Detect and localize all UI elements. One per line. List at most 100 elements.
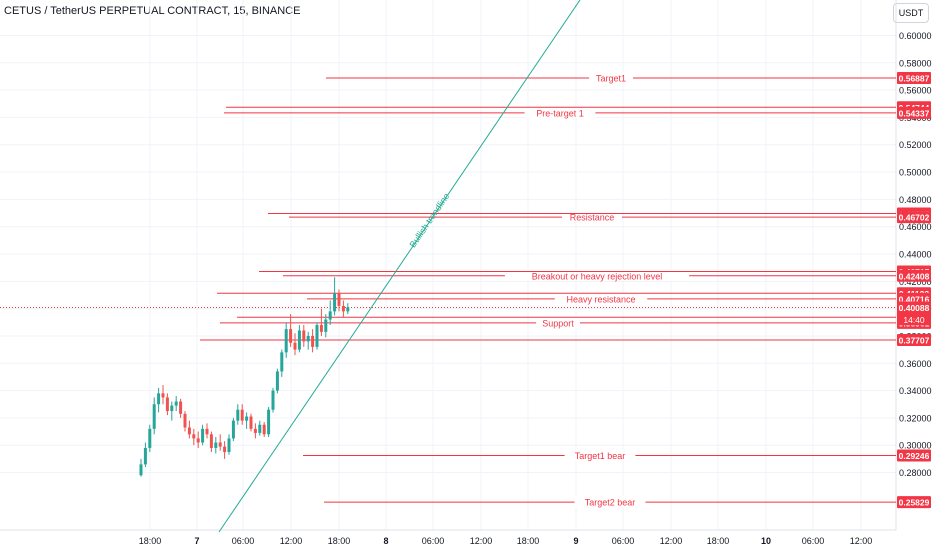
price-tag bbox=[897, 449, 931, 462]
trendline-label: Bullish trendline bbox=[408, 191, 452, 249]
level-label-bg bbox=[524, 106, 596, 118]
x-tick-label: 06:00 bbox=[802, 536, 825, 546]
levels: Target1 Pre-target 1 Resistance Breakout or… bbox=[0, 72, 896, 508]
grid bbox=[0, 0, 897, 531]
candle-body bbox=[170, 405, 174, 412]
y-tick-label: 0.30000 bbox=[899, 441, 932, 451]
candle-body bbox=[179, 401, 183, 414]
candle-body bbox=[284, 329, 288, 353]
candle-body bbox=[306, 335, 310, 342]
trendline: Bullish trendline bbox=[218, 0, 581, 533]
level-label: Breakout or heavy rejection level bbox=[532, 271, 663, 281]
candle-body bbox=[214, 442, 218, 448]
candle-body bbox=[165, 397, 169, 412]
x-tick-label: 18:00 bbox=[139, 536, 162, 546]
candle-body bbox=[262, 424, 266, 435]
price-tag-label: 0.56887 bbox=[899, 74, 930, 84]
y-tick-label: 0.42000 bbox=[899, 277, 932, 287]
level-label: Target1 bbox=[596, 74, 626, 84]
candle-body bbox=[341, 305, 345, 312]
level-label-bg bbox=[504, 269, 690, 281]
candle-body bbox=[143, 447, 147, 465]
price-tag-label: 0.25829 bbox=[899, 498, 930, 508]
bullish-trendline bbox=[218, 0, 581, 533]
candle-body bbox=[337, 293, 341, 306]
candles bbox=[139, 277, 350, 477]
candle-body bbox=[139, 464, 143, 476]
level-label-bg bbox=[554, 292, 648, 304]
candle-body bbox=[324, 319, 328, 332]
candle-body bbox=[289, 329, 293, 343]
price-tag bbox=[897, 269, 931, 282]
x-tick-label: 8 bbox=[383, 536, 388, 546]
candle-body bbox=[311, 335, 315, 347]
candle-body bbox=[240, 409, 244, 421]
price-axis: 0.600000.580000.560000.540000.520000.500… bbox=[899, 31, 932, 478]
x-tick-label: 18:00 bbox=[707, 536, 730, 546]
candle-body bbox=[152, 404, 156, 429]
level-label: Target1 bear bbox=[575, 451, 626, 461]
countdown-label: 14:40 bbox=[903, 315, 925, 325]
candle-body bbox=[236, 409, 240, 421]
candle-body bbox=[196, 438, 200, 443]
level-label: Heavy resistance bbox=[566, 294, 635, 304]
y-tick-label: 0.56000 bbox=[899, 86, 932, 96]
x-tick-label: 7 bbox=[194, 536, 199, 546]
level-label: Resistance bbox=[570, 213, 615, 223]
y-tick-label: 0.52000 bbox=[899, 140, 932, 150]
level-label: Target2 bear bbox=[585, 498, 636, 508]
candle-body bbox=[209, 434, 213, 448]
candle-body bbox=[333, 293, 337, 312]
candle-body bbox=[267, 409, 271, 435]
x-tick-label: 06:00 bbox=[232, 536, 255, 546]
currency-button[interactable]: USDT bbox=[893, 3, 929, 23]
y-tick-label: 0.44000 bbox=[899, 250, 932, 260]
x-tick-label: 06:00 bbox=[422, 536, 445, 546]
candle-body bbox=[275, 371, 279, 391]
candle-body bbox=[280, 352, 284, 372]
x-tick-label: 12:00 bbox=[280, 536, 303, 546]
y-tick-label: 0.28000 bbox=[899, 468, 932, 478]
x-tick-label: 06:00 bbox=[612, 536, 635, 546]
candle-body bbox=[293, 342, 297, 350]
candle-body bbox=[297, 330, 301, 350]
candle-body bbox=[227, 438, 231, 453]
level-label: Support bbox=[542, 318, 574, 328]
price-tag-label: 0.46702 bbox=[899, 213, 930, 223]
candle-body bbox=[231, 420, 235, 439]
candle-body bbox=[148, 428, 152, 448]
price-tag bbox=[897, 72, 931, 85]
candle-body bbox=[174, 401, 178, 406]
price-tag bbox=[897, 496, 931, 509]
x-tick-label: 18:00 bbox=[328, 536, 351, 546]
level-label: Pre-target 1 bbox=[536, 108, 584, 118]
price-tag-label: 0.37707 bbox=[899, 335, 930, 345]
candle-body bbox=[201, 428, 205, 443]
y-tick-label: 0.48000 bbox=[899, 195, 932, 205]
y-tick-label: 0.34000 bbox=[899, 386, 932, 396]
price-tag-label: 0.42408 bbox=[899, 271, 930, 281]
candle-body bbox=[223, 446, 227, 453]
candle-body bbox=[315, 325, 319, 347]
chart-title: CETUS / TetherUS PERPETUAL CONTRACT, 15,… bbox=[4, 5, 301, 17]
price-tag bbox=[897, 333, 931, 346]
price-tag bbox=[897, 211, 931, 224]
price-tag-label: 0.40088 bbox=[899, 303, 930, 313]
candle-body bbox=[319, 325, 323, 332]
candle-body bbox=[253, 428, 257, 433]
countdown-tag bbox=[897, 313, 931, 326]
level-label-bg bbox=[536, 316, 580, 328]
x-tick-label: 10 bbox=[761, 536, 771, 546]
y-tick-label: 0.32000 bbox=[899, 413, 932, 423]
candle-body bbox=[187, 427, 191, 435]
candle-body bbox=[258, 424, 262, 433]
level-label-bg bbox=[562, 211, 622, 223]
candle-body bbox=[218, 442, 222, 447]
level-label-bg bbox=[564, 449, 636, 461]
x-tick-label: 12:00 bbox=[470, 536, 493, 546]
x-tick-label: 12:00 bbox=[850, 536, 873, 546]
price-tag bbox=[897, 106, 931, 119]
y-tick-label: 0.60000 bbox=[899, 31, 932, 41]
price-tag-label: 0.40716 bbox=[899, 294, 930, 304]
